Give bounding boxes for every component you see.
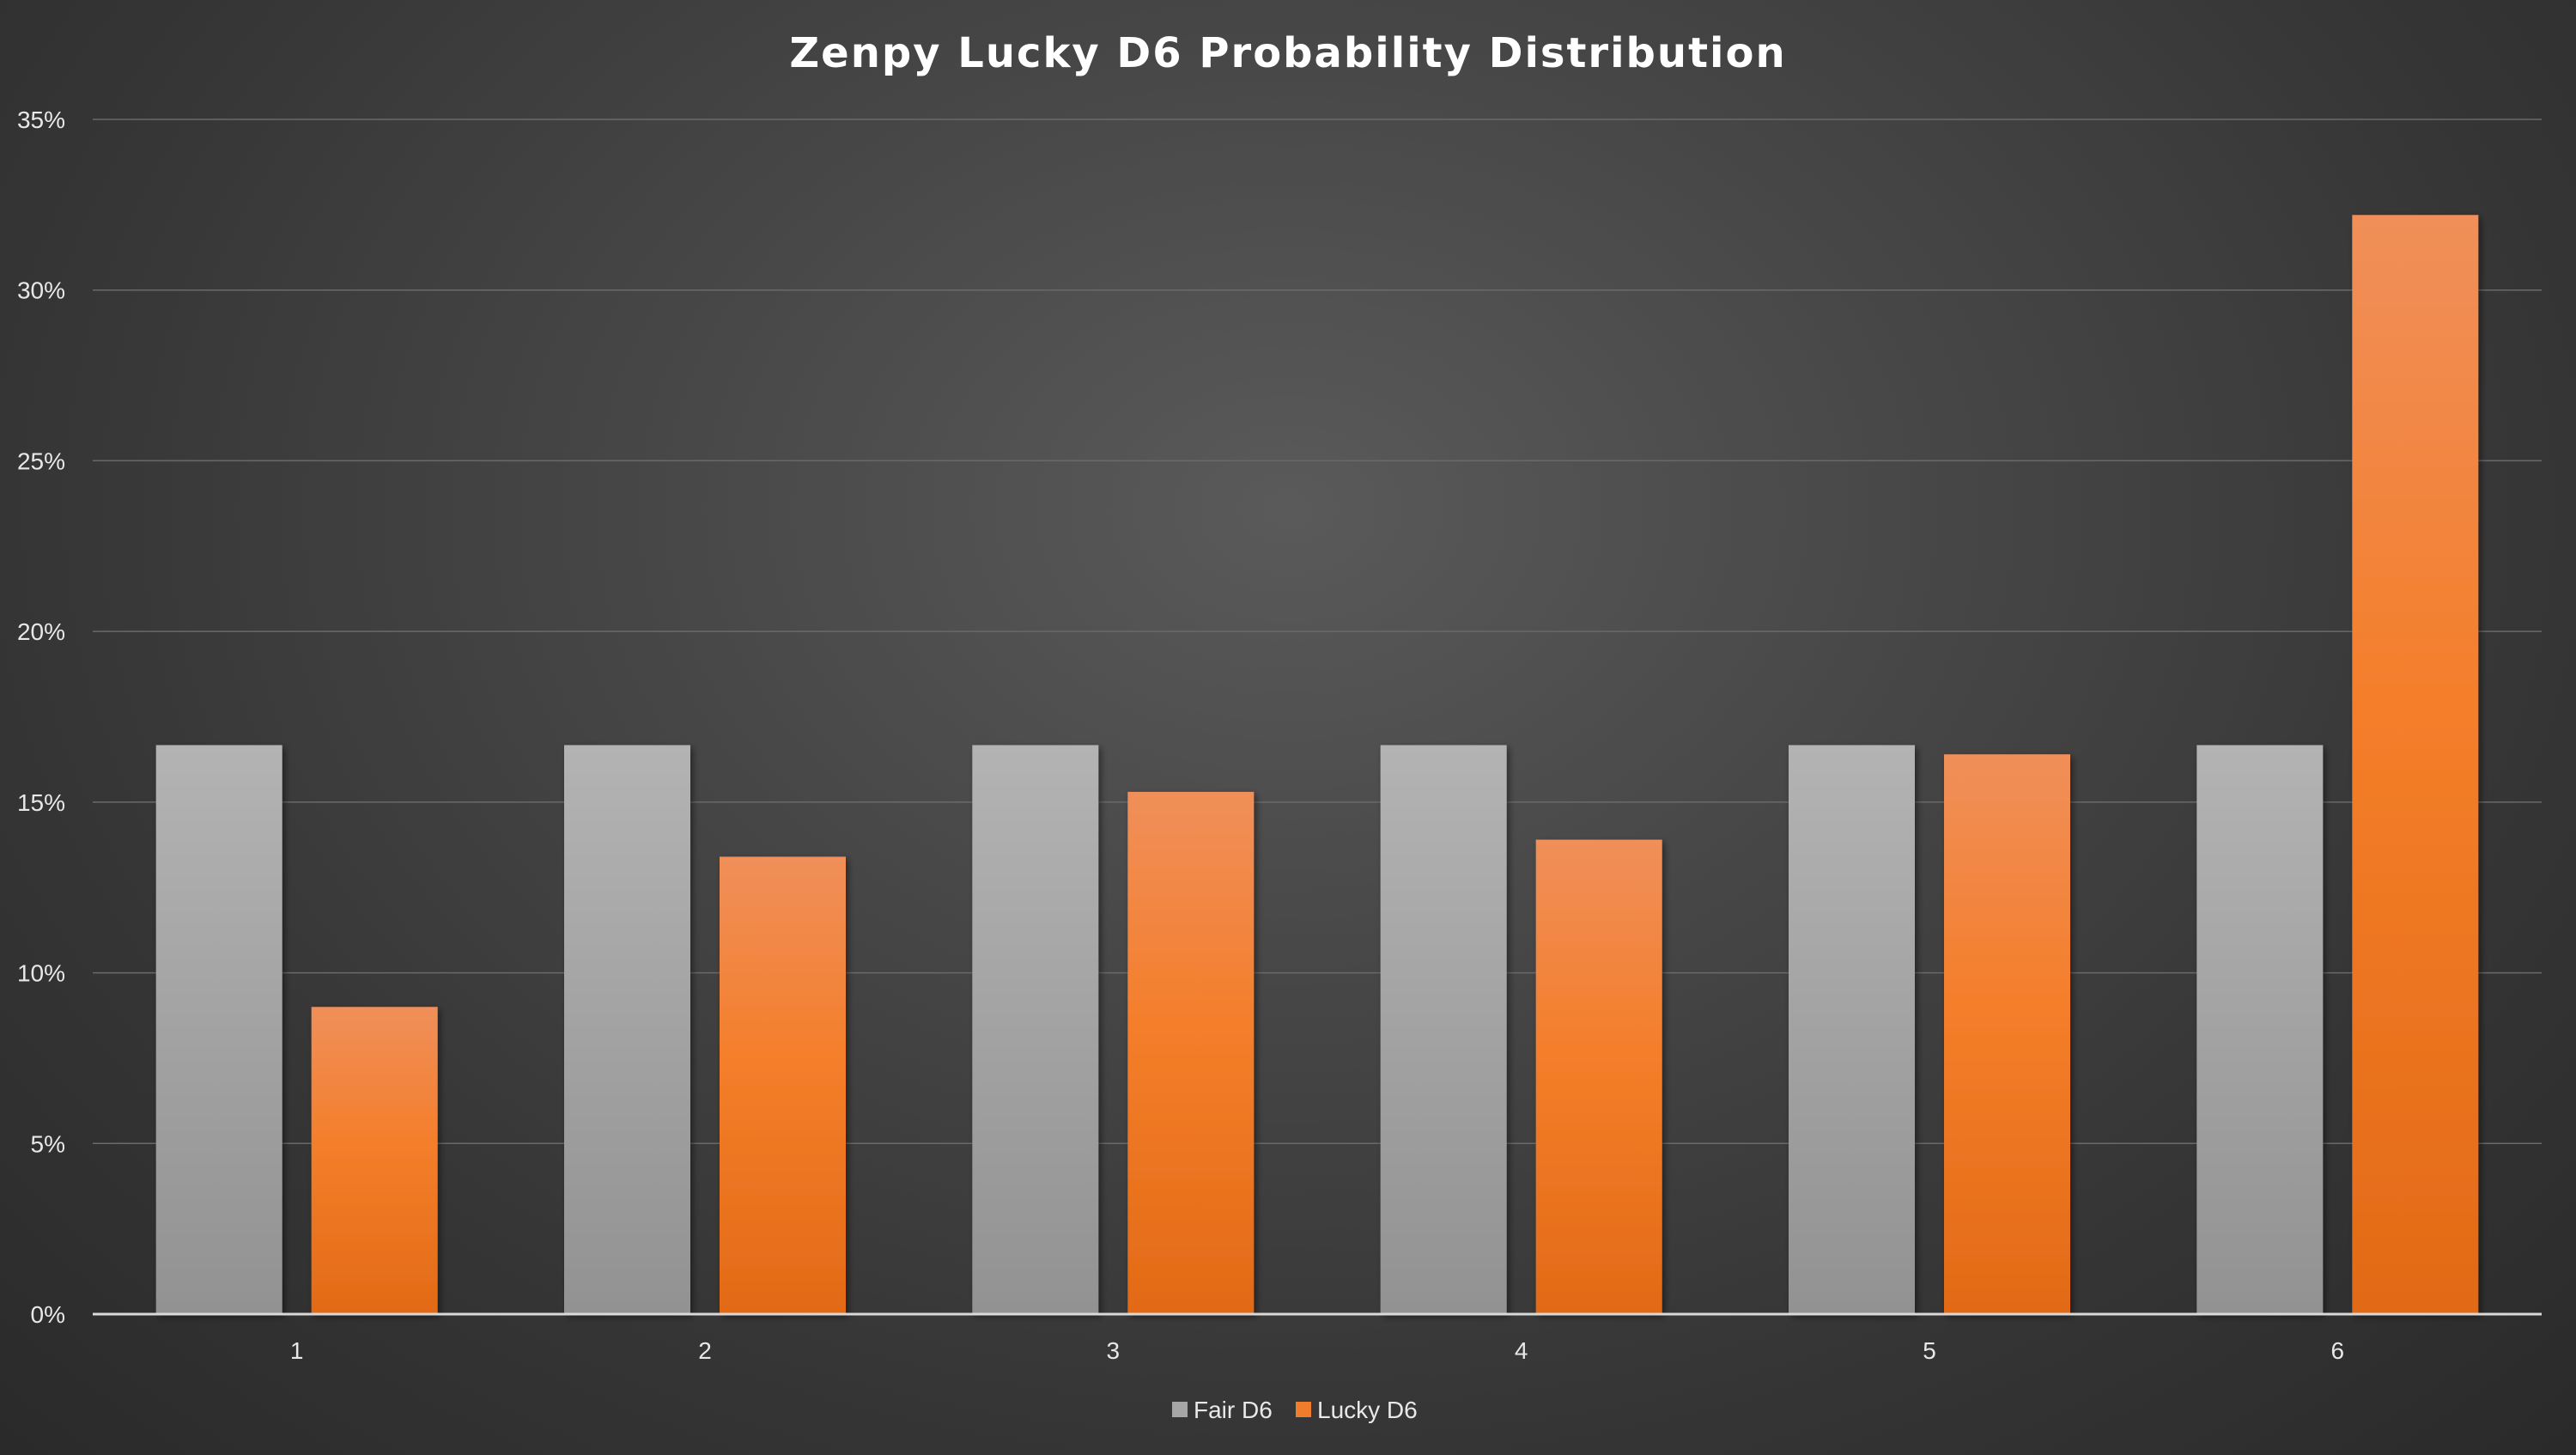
x-tick-label: 5 [1923, 1337, 1936, 1364]
y-tick-label: 25% [17, 447, 65, 474]
fair-d6-bar [564, 745, 690, 1314]
x-axis-ticks: 1 2 3 4 5 6 [290, 1337, 2344, 1364]
y-tick-label: 0% [31, 1301, 65, 1328]
x-tick-label: 3 [1107, 1337, 1121, 1364]
legend-swatch-lucky-d6 [1296, 1402, 1311, 1417]
bars [93, 215, 2542, 1316]
gridlines [93, 119, 2542, 1145]
legend-label-fair-d6: Fair D6 [1194, 1397, 1273, 1423]
chart-title: Zenpy Lucky D6 Probability Distribution [789, 29, 1786, 77]
y-tick-label: 20% [17, 618, 65, 645]
lucky-d6-bar [1535, 839, 1662, 1314]
x-tick-label: 6 [2331, 1337, 2345, 1364]
x-tick-label: 2 [698, 1337, 712, 1364]
y-tick-label: 10% [17, 960, 65, 987]
lucky-d6-bar [720, 856, 846, 1314]
lucky-d6-bar [1944, 754, 2070, 1314]
fair-d6-bar [1789, 745, 1915, 1314]
lucky-d6-bar [311, 1007, 438, 1314]
legend-swatch-fair-d6 [1172, 1402, 1188, 1417]
y-tick-label: 5% [31, 1130, 65, 1157]
x-tick-label: 1 [290, 1337, 304, 1364]
y-tick-label: 15% [17, 789, 65, 816]
legend: Fair D6 Lucky D6 [1172, 1397, 1418, 1423]
fair-d6-bar [2196, 745, 2324, 1314]
fair-d6-bar [1380, 745, 1507, 1314]
y-axis-ticks: 0% 5% 10% 15% 20% 25% 30% 35% [17, 107, 65, 1328]
fair-d6-bar [972, 745, 1099, 1314]
legend-label-lucky-d6: Lucky D6 [1317, 1397, 1418, 1423]
fair-d6-bar [155, 745, 283, 1314]
y-tick-label: 35% [17, 107, 65, 133]
lucky-d6-bar [1127, 791, 1255, 1314]
y-tick-label: 30% [17, 277, 65, 304]
lucky-d6-bar [2352, 215, 2479, 1314]
x-tick-label: 4 [1515, 1337, 1528, 1364]
